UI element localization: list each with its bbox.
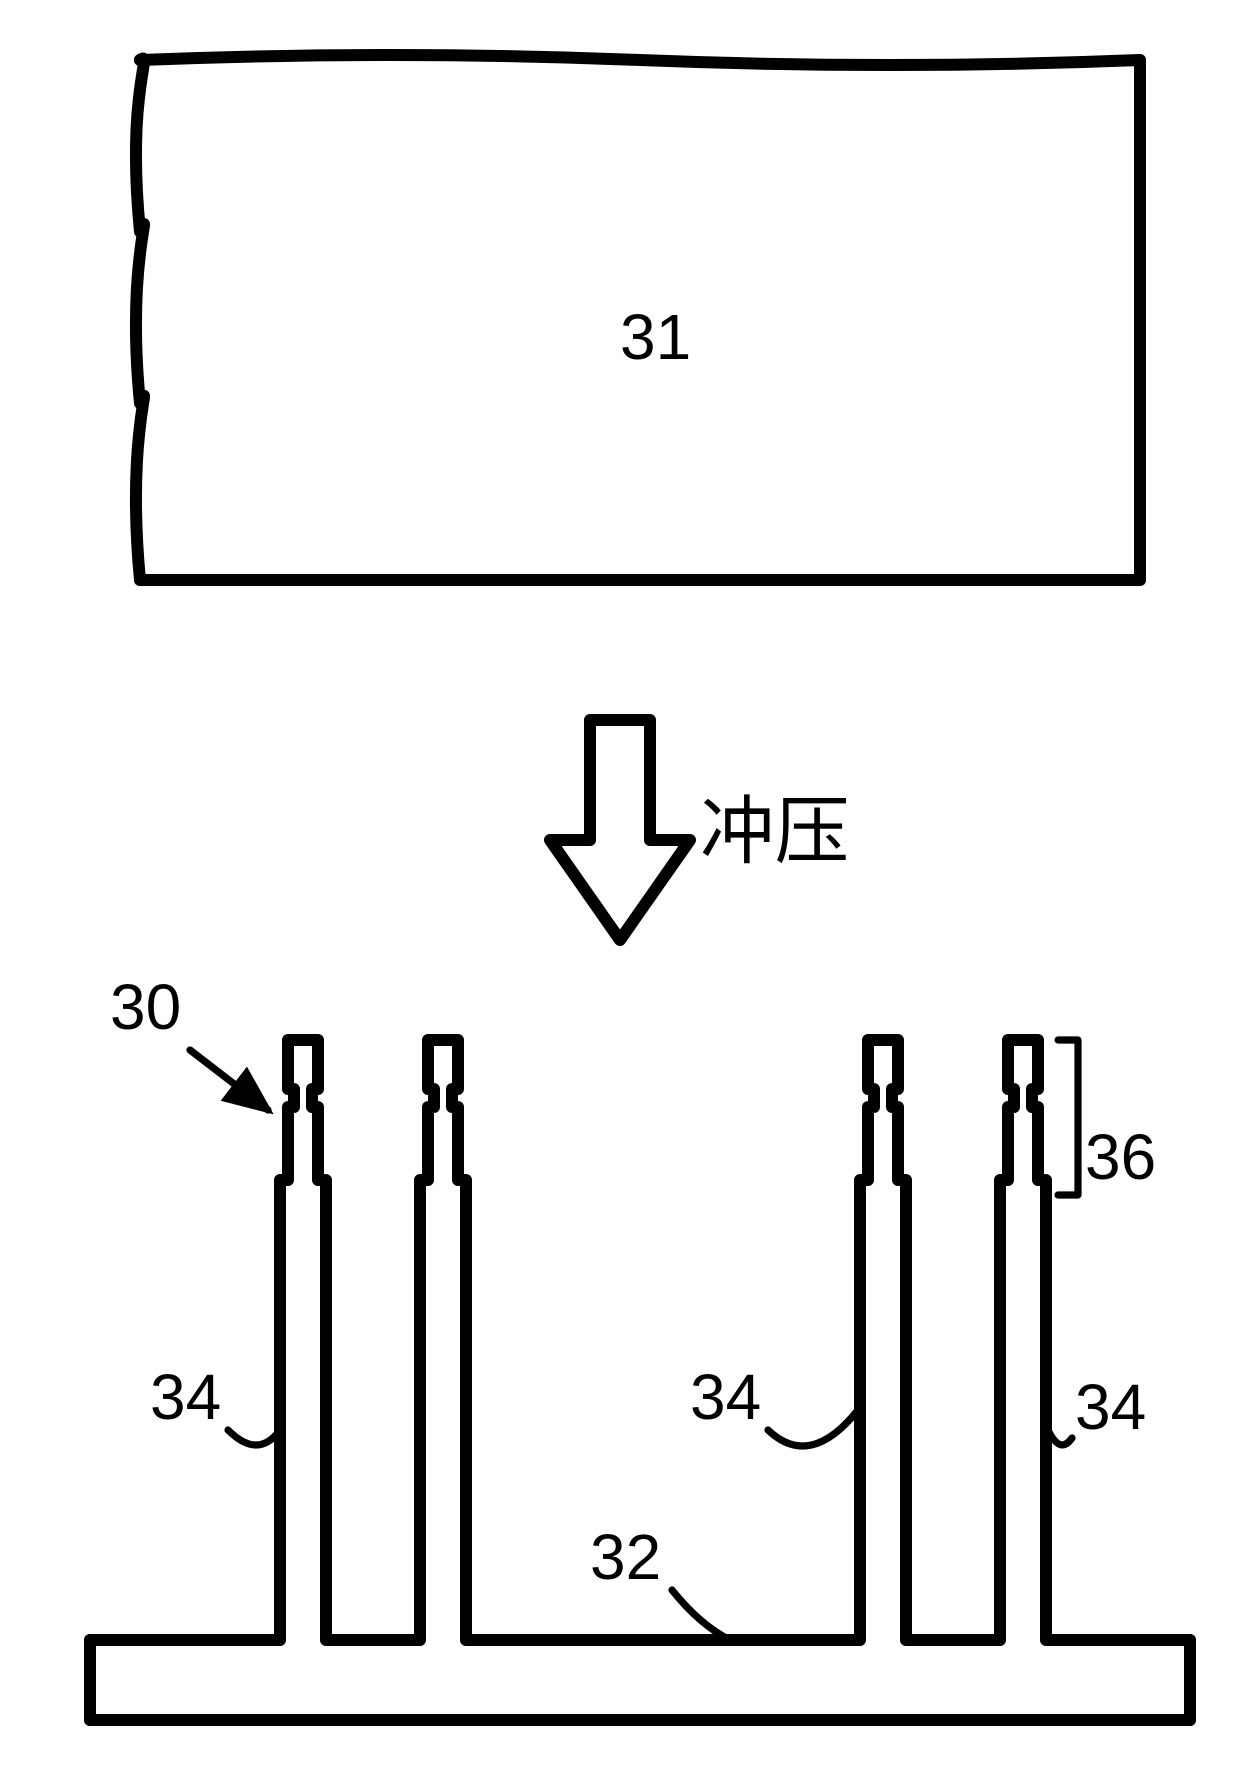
- diagram-stage: 31 冲压 30 34 34 34 36 32: [0, 0, 1240, 1792]
- ref-label-32: 32: [590, 1520, 661, 1594]
- ref-label-30: 30: [110, 970, 181, 1044]
- ref-label-31: 31: [620, 300, 691, 374]
- ref-label-34-right: 34: [1075, 1370, 1146, 1444]
- arrow-label: 冲压: [700, 770, 849, 879]
- ref-label-36: 36: [1085, 1120, 1156, 1194]
- ref-label-34-mid: 34: [690, 1360, 761, 1434]
- ref-label-34-left: 34: [150, 1360, 221, 1434]
